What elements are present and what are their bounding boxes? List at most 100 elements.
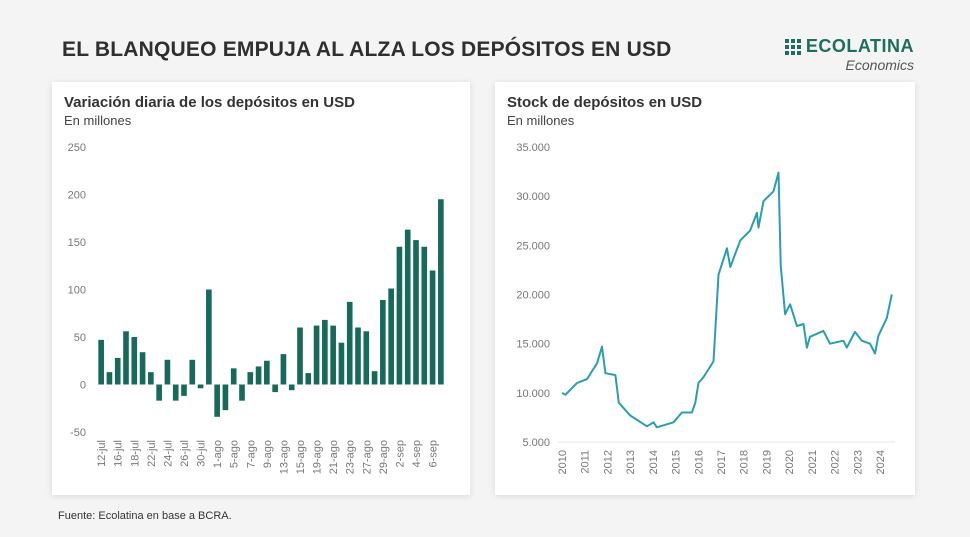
x-tick-label: 2011 — [580, 450, 592, 474]
bar — [139, 352, 146, 385]
x-tick-label: 18-jul — [129, 440, 141, 467]
x-tick-label: 2020 — [784, 450, 796, 474]
bar — [106, 372, 113, 385]
bar — [156, 384, 162, 401]
x-tick-label: 21-ago — [328, 440, 340, 474]
source-note: Fuente: Ecolatina en base a BCRA. — [58, 510, 232, 522]
x-tick-label: 15-ago — [295, 440, 307, 474]
bar — [206, 289, 212, 385]
bar — [313, 325, 320, 385]
bar — [255, 366, 262, 385]
y-tick-label: 100 — [68, 285, 86, 297]
x-tick-label: 30-jul — [196, 440, 208, 467]
bar — [363, 331, 370, 385]
y-tick-label: 15.000 — [516, 339, 550, 351]
x-tick-label: 2016 — [693, 450, 705, 474]
bar — [114, 357, 121, 385]
bar — [181, 384, 187, 396]
x-tick-label: 9-ago — [262, 440, 274, 468]
x-tick-label: 2015 — [671, 450, 683, 474]
bar-chart-title: Variación diaria de los depósitos en USD — [64, 94, 355, 111]
bar — [288, 384, 295, 391]
x-tick-label: 2013 — [625, 450, 637, 474]
x-tick-label: 19-ago — [312, 440, 324, 474]
line-chart-subtitle: En millones — [507, 113, 575, 128]
x-tick-label: 24-jul — [162, 440, 174, 467]
bar — [305, 373, 312, 385]
bar — [131, 337, 138, 385]
bar — [164, 359, 171, 385]
logo-name: ECOLATINA — [805, 36, 914, 56]
bar — [239, 384, 245, 401]
bar — [429, 270, 436, 385]
bar — [189, 359, 196, 385]
y-tick-label: 200 — [68, 190, 86, 202]
bar — [330, 325, 336, 385]
bar — [280, 354, 287, 385]
y-tick-label: 35.000 — [516, 142, 550, 154]
x-tick-label: 26-jul — [179, 440, 191, 467]
bar — [396, 246, 403, 385]
x-tick-label: 16-jul — [113, 440, 125, 467]
bar — [297, 327, 303, 385]
bar — [148, 372, 154, 385]
bar — [338, 342, 345, 385]
bar — [322, 319, 328, 385]
deposit-stock-card: Stock de depósitos en USD En millones — [495, 82, 915, 495]
bar — [214, 384, 220, 417]
bar — [380, 299, 386, 385]
bar — [172, 384, 179, 401]
bar — [421, 246, 428, 385]
x-tick-label: 2-sep — [394, 440, 406, 468]
page-title: EL BLANQUEO EMPUJA AL ALZA LOS DEPÓSITOS… — [62, 38, 672, 61]
bar — [371, 371, 378, 385]
ecolatina-logo: ECOLATINA Economics — [784, 36, 914, 73]
bar — [264, 360, 270, 385]
x-tick-label: 7-ago — [245, 440, 257, 468]
y-tick-label: 20.000 — [516, 290, 550, 302]
bar — [197, 384, 204, 389]
deposit-stock-line — [561, 171, 893, 429]
y-tick-label: 10.000 — [516, 388, 550, 400]
bar — [222, 384, 229, 411]
x-tick-label: 2021 — [807, 450, 819, 474]
x-tick-label: 2023 — [852, 450, 864, 474]
x-tick-label: 22-jul — [146, 440, 158, 467]
logo-tagline: Economics — [845, 57, 914, 73]
x-tick-label: 13-ago — [278, 440, 290, 474]
logo-grid-icon — [784, 38, 801, 55]
bar-chart-subtitle: En millones — [64, 113, 132, 128]
x-tick-label: 29-ago — [378, 440, 390, 474]
y-tick-label: 150 — [68, 237, 86, 249]
x-tick-label: 5-ago — [229, 440, 241, 468]
y-tick-label: -50 — [70, 427, 86, 439]
x-tick-label: 23-ago — [345, 440, 357, 474]
bar — [346, 301, 353, 385]
x-tick-label: 2018 — [739, 450, 751, 474]
x-tick-label: 12-jul — [96, 440, 108, 467]
y-tick-label: 250 — [68, 142, 86, 154]
x-tick-label: 2012 — [602, 450, 614, 474]
x-tick-label: 2014 — [648, 450, 660, 474]
line-chart-title: Stock de depósitos en USD — [507, 94, 703, 111]
y-tick-label: 30.000 — [516, 191, 550, 203]
y-tick-label: 0 — [80, 380, 86, 392]
bar — [355, 327, 361, 385]
x-tick-label: 6-sep — [428, 440, 440, 468]
daily-variation-card: Variación diaria de los depósitos en USD… — [52, 82, 470, 495]
x-tick-label: 1-ago — [212, 440, 224, 468]
bar — [438, 199, 444, 385]
x-tick-label: 27-ago — [361, 440, 373, 474]
bar — [413, 240, 419, 385]
bar — [388, 288, 394, 385]
x-tick-label: 2017 — [716, 450, 728, 474]
bar — [98, 339, 104, 385]
y-tick-label: 25.000 — [516, 240, 550, 252]
bar — [247, 372, 254, 385]
x-tick-label: 2010 — [557, 450, 569, 474]
x-tick-label: 2019 — [761, 450, 773, 474]
x-tick-label: 2024 — [875, 450, 887, 474]
bar — [123, 331, 129, 385]
